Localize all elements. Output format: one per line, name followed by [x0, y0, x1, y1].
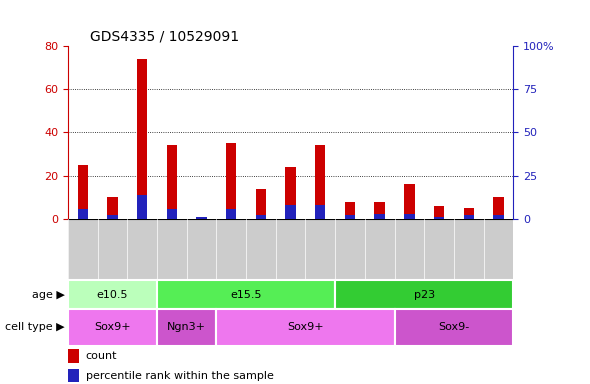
- Text: cell type ▶: cell type ▶: [5, 322, 65, 333]
- Text: GDS4335 / 10529091: GDS4335 / 10529091: [90, 30, 240, 43]
- Bar: [493, 215, 504, 219]
- Text: e15.5: e15.5: [230, 290, 262, 300]
- Text: count: count: [86, 351, 117, 361]
- Bar: [286, 205, 296, 219]
- Bar: [404, 214, 415, 219]
- Bar: [375, 202, 385, 219]
- Bar: [375, 214, 385, 219]
- Bar: [315, 146, 326, 219]
- Text: e10.5: e10.5: [97, 290, 128, 300]
- Bar: [68, 309, 157, 346]
- Bar: [404, 184, 415, 219]
- Bar: [345, 215, 355, 219]
- Bar: [464, 208, 474, 219]
- Bar: [434, 206, 444, 219]
- Text: Sox9+: Sox9+: [94, 322, 131, 333]
- Text: Ngn3+: Ngn3+: [167, 322, 206, 333]
- Bar: [464, 215, 474, 219]
- Bar: [315, 205, 326, 219]
- Bar: [345, 202, 355, 219]
- Bar: [157, 309, 217, 346]
- Bar: [217, 309, 395, 346]
- Text: percentile rank within the sample: percentile rank within the sample: [86, 371, 274, 381]
- Text: p23: p23: [414, 290, 435, 300]
- Bar: [166, 146, 177, 219]
- Bar: [255, 189, 266, 219]
- Bar: [226, 143, 237, 219]
- Bar: [196, 217, 206, 219]
- Bar: [68, 369, 79, 382]
- Bar: [226, 209, 237, 219]
- Bar: [68, 280, 157, 309]
- Text: Sox9+: Sox9+: [287, 322, 324, 333]
- Bar: [137, 195, 148, 219]
- Bar: [434, 217, 444, 219]
- Bar: [77, 165, 88, 219]
- Bar: [493, 197, 504, 219]
- Bar: [107, 215, 117, 219]
- Bar: [137, 59, 148, 219]
- Text: age ▶: age ▶: [32, 290, 65, 300]
- Bar: [196, 217, 206, 219]
- Bar: [166, 209, 177, 219]
- Bar: [107, 197, 117, 219]
- Bar: [157, 280, 335, 309]
- Bar: [286, 167, 296, 219]
- Bar: [77, 209, 88, 219]
- Bar: [255, 215, 266, 219]
- Bar: [68, 349, 79, 363]
- Bar: [335, 280, 513, 309]
- Bar: [395, 309, 513, 346]
- Text: Sox9-: Sox9-: [438, 322, 470, 333]
